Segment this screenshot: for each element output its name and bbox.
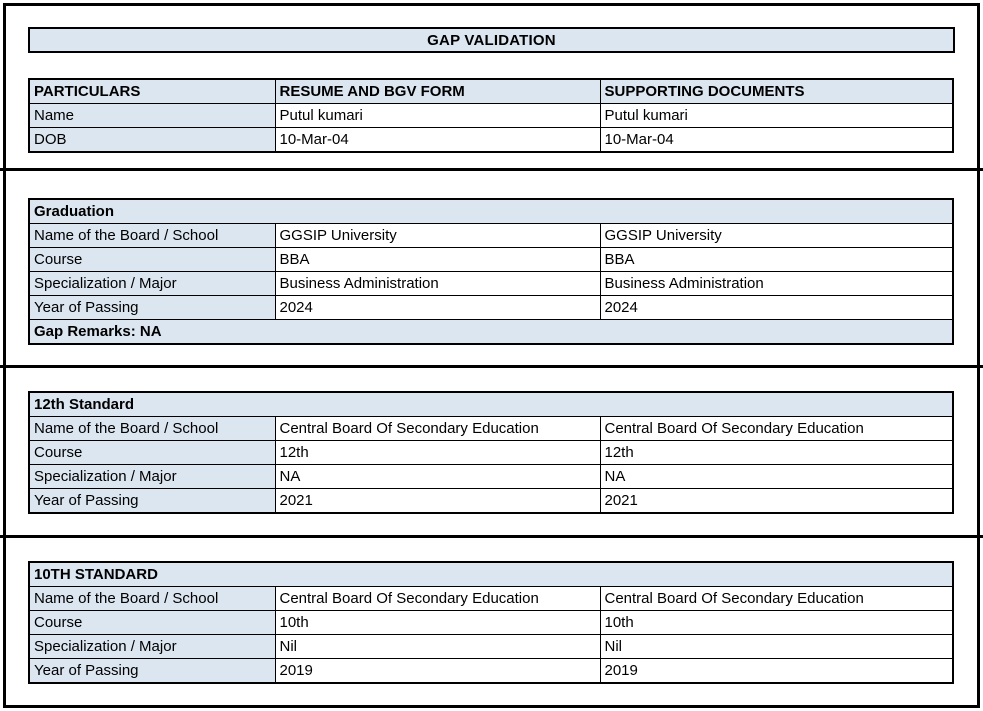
section-divider [0,535,983,538]
section-table-graduation: Graduation Name of the Board / School GG… [28,198,955,345]
cell-value: 12th [274,440,601,465]
cell-value: 10th [274,610,601,635]
table-row-dob: DOB 10-Mar-04 10-Mar-04 [28,127,954,153]
row-label: Year of Passing [28,295,276,320]
cell-value: 12th [599,440,954,465]
document-content: GAP VALIDATION PARTICULARS RESUME AND BG… [0,27,983,684]
row-label: Specialization / Major [28,464,276,489]
cell-value: Nil [599,634,954,659]
table-row-board: Name of the Board / School Central Board… [28,586,954,611]
section-divider [0,168,983,171]
section-table-12th-standard: 12th Standard Name of the Board / School… [28,391,955,514]
document-title: GAP VALIDATION [28,27,955,53]
column-header-resume-bgv: RESUME AND BGV FORM [274,78,601,104]
gap-remarks-row: Gap Remarks: NA [28,319,954,345]
cell-value: GGSIP University [274,223,601,248]
cell-value: Central Board Of Secondary Education [274,416,601,441]
table-row-name: Name Putul kumari Putul kumari [28,103,954,128]
section-title: 12th Standard [28,391,954,417]
row-label: Course [28,247,276,272]
table-row-board: Name of the Board / School GGSIP Univers… [28,223,954,248]
table-row-board: Name of the Board / School Central Board… [28,416,954,441]
gap-remarks: Gap Remarks: NA [28,319,954,345]
column-header-supporting-docs: SUPPORTING DOCUMENTS [599,78,954,104]
table-row-course: Course 10th 10th [28,610,954,635]
section-header-row: 10TH STANDARD [28,561,954,587]
table-row-specialization: Specialization / Major Business Administ… [28,271,954,296]
table-row-specialization: Specialization / Major NA NA [28,464,954,489]
row-label: Name of the Board / School [28,223,276,248]
cell-value: 10th [599,610,954,635]
row-label: Course [28,610,276,635]
cell-value: GGSIP University [599,223,954,248]
section-header-row: 12th Standard [28,391,954,417]
table-row-year: Year of Passing 2021 2021 [28,488,954,514]
cell-value: BBA [274,247,601,272]
cell-value: Business Administration [274,271,601,296]
cell-value: Central Board Of Secondary Education [599,416,954,441]
table-row-year: Year of Passing 2019 2019 [28,658,954,684]
cell-value: Putul kumari [599,103,954,128]
column-header-particulars: PARTICULARS [28,78,276,104]
section-table-10th-standard: 10TH STANDARD Name of the Board / School… [28,561,955,684]
cell-value: Nil [274,634,601,659]
section-header-row: Graduation [28,198,954,224]
table-row-course: Course BBA BBA [28,247,954,272]
cell-value: 2021 [599,488,954,514]
row-label: Name [28,103,276,128]
table-row-course: Course 12th 12th [28,440,954,465]
row-label: Year of Passing [28,658,276,684]
section-title: 10TH STANDARD [28,561,954,587]
table-row-specialization: Specialization / Major Nil Nil [28,634,954,659]
cell-value: 2024 [274,295,601,320]
cell-value: 10-Mar-04 [599,127,954,153]
cell-value: NA [599,464,954,489]
cell-value: Business Administration [599,271,954,296]
cell-value: 2019 [274,658,601,684]
cell-value: 10-Mar-04 [274,127,601,153]
cell-value: Central Board Of Secondary Education [599,586,954,611]
row-label: Name of the Board / School [28,586,276,611]
cell-value: BBA [599,247,954,272]
cell-value: 2019 [599,658,954,684]
row-label: Specialization / Major [28,634,276,659]
row-label: Year of Passing [28,488,276,514]
section-divider [0,365,983,368]
row-label: Name of the Board / School [28,416,276,441]
row-label: Course [28,440,276,465]
cell-value: Central Board Of Secondary Education [274,586,601,611]
section-title: Graduation [28,198,954,224]
table-row-year: Year of Passing 2024 2024 [28,295,954,320]
cell-value: Putul kumari [274,103,601,128]
particulars-header-row: PARTICULARS RESUME AND BGV FORM SUPPORTI… [28,78,954,104]
particulars-table: PARTICULARS RESUME AND BGV FORM SUPPORTI… [28,78,954,153]
cell-value: 2021 [274,488,601,514]
row-label: Specialization / Major [28,271,276,296]
cell-value: NA [274,464,601,489]
cell-value: 2024 [599,295,954,320]
row-label: DOB [28,127,276,153]
